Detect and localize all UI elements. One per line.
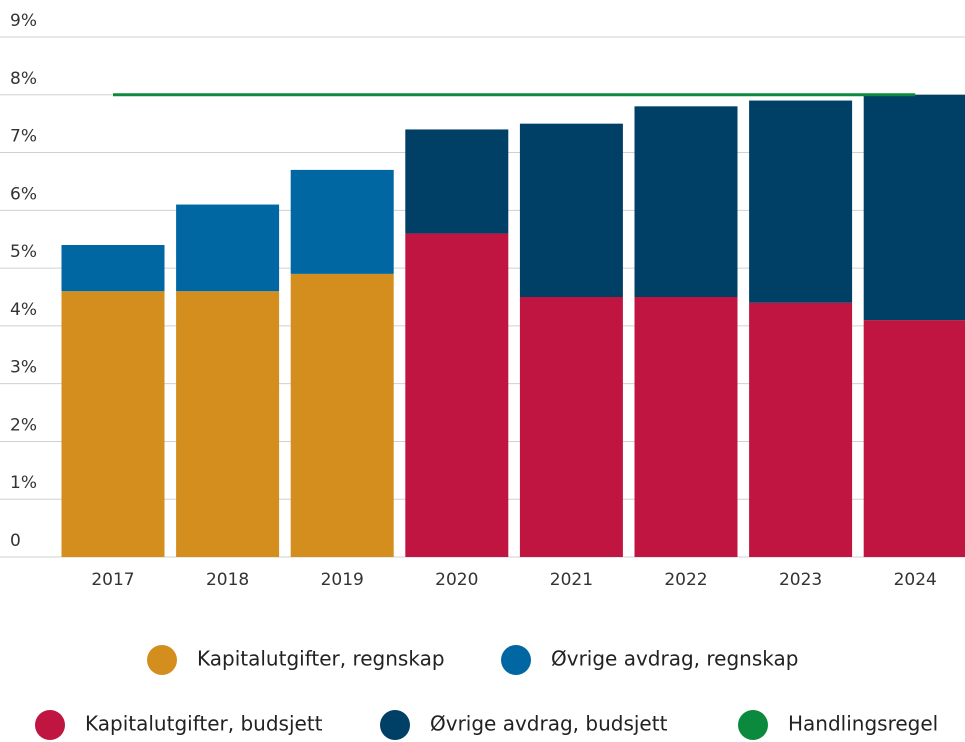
legend-swatch bbox=[501, 645, 531, 675]
legend-label: Øvrige avdrag, budsjett bbox=[430, 712, 668, 736]
y-tick-label: 3% bbox=[10, 358, 37, 378]
y-tick-label: 8% bbox=[10, 69, 37, 89]
legend-swatch bbox=[380, 710, 410, 740]
bar bbox=[405, 233, 509, 557]
bar bbox=[634, 106, 738, 297]
legend-swatch bbox=[35, 710, 65, 740]
legend-swatch bbox=[738, 710, 768, 740]
y-tick-label: 7% bbox=[10, 127, 37, 147]
x-tick-label: 2021 bbox=[550, 570, 593, 590]
x-tick-label: 2023 bbox=[779, 570, 822, 590]
x-tick-label: 2020 bbox=[435, 570, 478, 590]
legend-label: Kapitalutgifter, regnskap bbox=[197, 647, 445, 671]
bar bbox=[176, 291, 280, 557]
legend-label: Kapitalutgifter, budsjett bbox=[85, 712, 323, 736]
bar bbox=[290, 169, 394, 274]
y-tick-label: 4% bbox=[10, 300, 37, 320]
bar bbox=[519, 123, 623, 298]
x-tick-label: 2017 bbox=[91, 570, 134, 590]
y-tick-label: 2% bbox=[10, 415, 37, 435]
legend-label: Handlingsregel bbox=[788, 712, 938, 736]
y-tick-label: 6% bbox=[10, 184, 37, 204]
x-tick-label: 2018 bbox=[206, 570, 249, 590]
x-tick-label: 2024 bbox=[894, 570, 937, 590]
bar bbox=[634, 297, 738, 557]
bar bbox=[863, 94, 965, 321]
legend-swatch bbox=[147, 645, 177, 675]
x-tick-label: 2019 bbox=[321, 570, 364, 590]
bar bbox=[863, 320, 965, 557]
bar bbox=[405, 129, 509, 234]
y-tick-label: 1% bbox=[10, 473, 37, 493]
y-tick-label: 0 bbox=[10, 531, 21, 551]
bar bbox=[749, 302, 853, 557]
bar bbox=[519, 297, 623, 557]
bar bbox=[290, 273, 394, 557]
bar bbox=[749, 100, 853, 303]
x-tick-label: 2022 bbox=[664, 570, 707, 590]
y-tick-label: 5% bbox=[10, 242, 37, 262]
y-tick-label: 9% bbox=[10, 11, 37, 31]
bar bbox=[61, 245, 165, 292]
bar bbox=[176, 204, 280, 292]
legend-label: Øvrige avdrag, regnskap bbox=[551, 647, 798, 671]
bar bbox=[61, 291, 165, 557]
